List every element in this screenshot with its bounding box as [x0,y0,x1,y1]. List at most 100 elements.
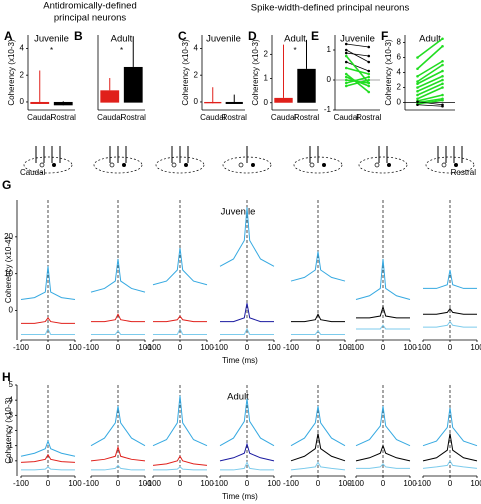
y-axis-label: Coherency (x10-3) [181,39,190,106]
trace [422,459,478,469]
pair-dot [416,82,419,86]
pair-line [417,104,443,107]
pair-line [417,99,443,105]
trace [291,313,345,323]
y-tick-label: 2 [20,70,25,79]
x-tick-label: 0 [448,343,453,352]
pair-dot [416,93,419,97]
y-tick-label: 1 [327,45,332,54]
pair-line [346,52,369,57]
x-tick-label: Caudal [27,113,53,122]
trace [423,320,477,328]
bar [53,101,73,106]
pair-dot [416,97,419,101]
site [309,162,315,168]
trace [356,324,410,330]
pair-dot [441,103,444,107]
bar [100,90,120,103]
y-tick-label: 4 [397,68,402,77]
pair-dot [344,66,348,70]
trace [20,439,76,457]
x-tick-label: 100 [403,343,417,352]
panel-letter: A [4,29,13,43]
panel-title: Adult [227,392,249,403]
x-tick-label: -100 [145,343,162,352]
pair-dot [441,93,444,97]
site [39,162,45,168]
trace [21,327,75,335]
bar [225,101,243,104]
x-tick-label: 100 [338,343,352,352]
pair-dot [441,44,444,48]
pair-dot [367,90,371,94]
y-tick-label: 4 [194,44,199,53]
pair-dot [441,69,444,73]
x-tick-label: Rostral [51,113,77,122]
trace [91,329,145,335]
x-tick-label: 0 [381,343,386,352]
schematic-ellipse [222,156,272,174]
trace [219,207,275,267]
y-tick-label: 2 [397,83,402,92]
pair-dot [441,86,444,89]
x-tick-label: Caudal [97,113,123,122]
trace [422,433,478,462]
y-tick-label: 0 [194,97,199,106]
panel-letter: E [311,29,319,43]
pair-line [346,79,369,84]
panel-title: Juvenile [340,34,375,45]
header: Antidromically-defined [43,1,136,12]
pair-dot [416,100,419,104]
x-tick-label: -100 [283,343,300,352]
x-tick-label: 0 [316,343,321,352]
y-tick-label: 0 [9,456,14,465]
x-tick-label: 0 [116,479,121,488]
x-tick-label: 0 [381,479,386,488]
trace [356,305,410,319]
x-tick-label: -100 [348,343,365,352]
x-tick-label: 0 [178,343,183,352]
x-tick-label: -100 [212,343,229,352]
x-tick-label: 0 [448,479,453,488]
y-tick-label: 6 [397,53,402,62]
pair-dot [416,103,419,107]
y-tick-label: 1 [264,74,269,83]
pair-line [346,43,369,48]
x-tick-label: 100 [470,343,481,352]
trace [290,251,346,282]
header: Spike-width-defined principal neurons [251,3,410,14]
trace [91,313,145,323]
panel-title: Juvenile [221,207,256,218]
bar [204,101,222,104]
y-tick-label: 0 [264,98,269,107]
x-tick-label: -100 [415,479,432,488]
y-tick-label: 1 [9,441,14,450]
trace [20,266,76,300]
pair-line [417,75,443,89]
x-tick-label: 0 [178,479,183,488]
trace [290,461,346,471]
panel-title: Adult [419,34,441,45]
y-axis-label: Coherency (x10-3) [384,39,393,106]
pair-dot [367,60,371,64]
trace [21,317,75,324]
y-tick-label: 5 [9,380,14,389]
schematic-ellipse [93,156,143,174]
y-tick-label: 2 [264,49,269,58]
panel-letter: C [178,29,187,43]
pair-dot [441,78,444,82]
pair-dot [441,98,444,102]
pair-line [417,101,443,106]
trace [153,315,207,323]
panel-letter: F [381,29,388,43]
y-tick-label: 0 [397,98,402,107]
x-tick-label: -100 [283,479,300,488]
y-tick-label: 0 [9,306,14,315]
panel-letter: B [74,29,83,43]
pair-dot [344,54,348,58]
x-tick-label: 100 [138,343,152,352]
pair-dot [344,42,348,46]
trace [20,453,76,463]
x-tick-label: -100 [348,479,365,488]
